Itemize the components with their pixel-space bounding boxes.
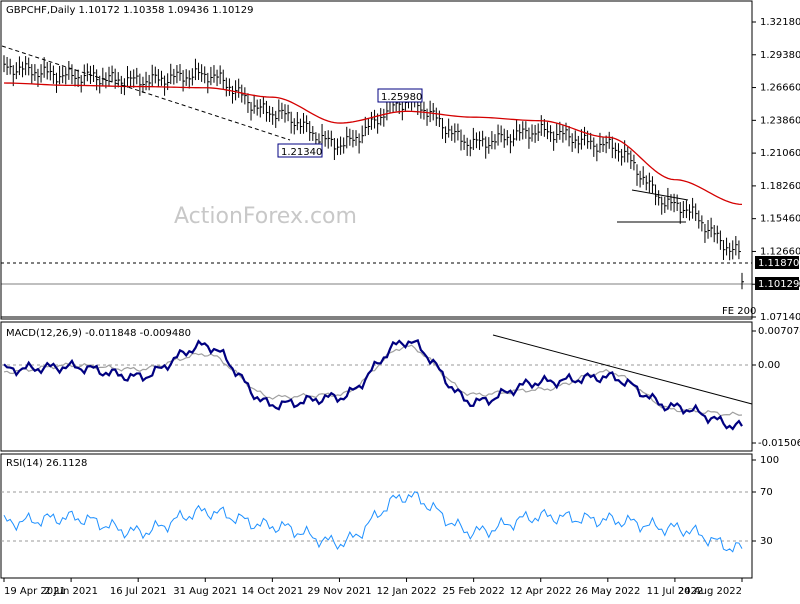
x-tick-label: 26 May 2022 [575, 586, 640, 597]
price-y-tick-label: 1.07140 [760, 312, 800, 323]
rsi-y-tick-label: 70 [760, 487, 773, 498]
price-y-tick-label: 1.18260 [760, 181, 800, 192]
level-price-label-text: 1.11870 [758, 258, 799, 269]
x-tick-label: 24 Aug 2022 [678, 586, 742, 597]
price-y-tick-label: 1.32180 [760, 17, 800, 28]
macd-signal-line [3, 344, 743, 417]
rsi-plot [3, 491, 743, 553]
rsi-header: RSI(14) 26.1128 [6, 458, 87, 469]
annotation-high-text: 1.25980 [381, 92, 422, 103]
macd-line [3, 339, 743, 431]
macd-y-tick-label: -0.015065 [758, 438, 800, 449]
macd-y-tick-label: 0.00 [758, 360, 780, 371]
x-tick-label: 16 Jul 2021 [110, 586, 167, 597]
macd-header: MACD(12,26,9) -0.011848 -0.009480 [6, 328, 191, 339]
pattern-upper-line [631, 189, 689, 201]
x-tick-label: 11 Jul 2022 [647, 586, 704, 597]
rsi-y-axis: 100 70 30 [752, 455, 779, 547]
price-header: GBPCHF,Daily 1.10172 1.10358 1.09436 1.1… [6, 5, 254, 16]
price-y-tick-label: 1.26660 [760, 83, 800, 94]
price-y-tick-label: 1.15460 [760, 214, 800, 225]
macd-plot [3, 339, 743, 431]
annotation-high: 1.25980 [377, 88, 423, 103]
macd-y-axis: 0.007074 0.00 -0.015065 [752, 326, 800, 449]
moving-average-line [3, 82, 743, 206]
macd-trendline [492, 334, 753, 405]
x-tick-label: 25 Feb 2022 [443, 586, 505, 597]
annotation-low-text: 1.21340 [281, 147, 322, 158]
annotation-low: 1.21340 [277, 143, 323, 158]
rsi-line [3, 491, 743, 553]
macd-panel-frame [0, 321, 753, 452]
macd-y-tick-label: 0.007074 [758, 326, 800, 337]
rsi-y-tick-label: 100 [760, 455, 779, 466]
level-price-label: 1.11870 [755, 256, 799, 269]
x-tick-label: 31 Aug 2021 [173, 586, 237, 597]
x-tick-label: 12 Apr 2022 [510, 586, 572, 597]
x-tick-label: 29 Nov 2021 [307, 586, 371, 597]
x-tick-label: 19 Apr 2021 [4, 586, 66, 597]
price-panel-frame [0, 0, 753, 320]
last-price-label-text: 1.10129 [758, 279, 799, 290]
x-tick-label: 14 Oct 2021 [241, 586, 303, 597]
price-y-tick-label: 1.21060 [760, 148, 800, 159]
rsi-y-tick-label: 30 [760, 536, 773, 547]
price-y-tick-label: 1.29380 [760, 50, 800, 61]
watermark: ActionForex.com [174, 204, 357, 229]
x-tick-label: 12 Jan 2022 [377, 586, 437, 597]
price-y-tick-label: 1.23860 [760, 115, 800, 126]
last-price-label: 1.10129 [755, 277, 799, 290]
trendline-dashed [1, 45, 291, 141]
x-tick-label: 2 Jun 2021 [44, 586, 98, 597]
price-y-tick-label: 1.12660 [760, 246, 800, 257]
fe200-label: FE 200 [722, 306, 756, 317]
